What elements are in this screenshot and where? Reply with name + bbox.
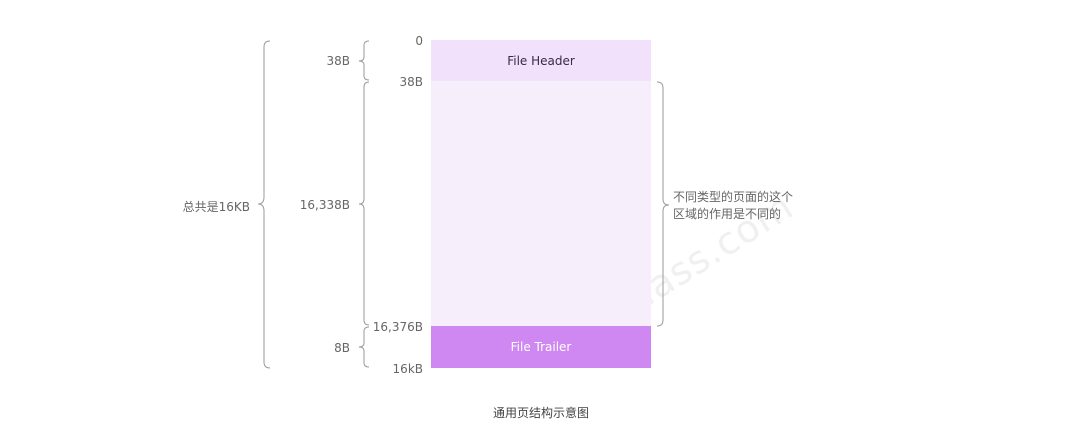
page-body-block — [431, 81, 651, 326]
offset-body-end: 16,376B — [372, 320, 423, 334]
body-note-line-1: 不同类型的页面的这个 — [673, 190, 794, 204]
size-header: 38B — [326, 54, 350, 68]
file-header-label: File Header — [507, 53, 575, 68]
note-brace — [656, 81, 670, 327]
diagram-caption: 通用页结构示意图 — [492, 406, 589, 420]
file-trailer-block: File Trailer — [431, 326, 651, 368]
total-brace — [257, 40, 271, 369]
body-note-line-2: 区域的作用是不同的 — [673, 207, 782, 221]
body-brace — [358, 81, 370, 326]
total-size-label: 总共是16KB — [182, 200, 250, 214]
file-header-block: File Header — [431, 40, 651, 81]
file-trailer-label: File Trailer — [510, 340, 572, 354]
body-note: 不同类型的页面的这个 区域的作用是不同的 — [673, 189, 793, 223]
size-body: 16,338B — [299, 198, 350, 212]
header-brace — [358, 40, 370, 81]
offset-page-end: 16kB — [392, 362, 423, 376]
size-trailer: 8B — [334, 341, 350, 355]
trailer-brace — [358, 326, 370, 368]
offset-start: 0 — [415, 34, 423, 48]
offset-header-end: 38B — [399, 75, 423, 89]
